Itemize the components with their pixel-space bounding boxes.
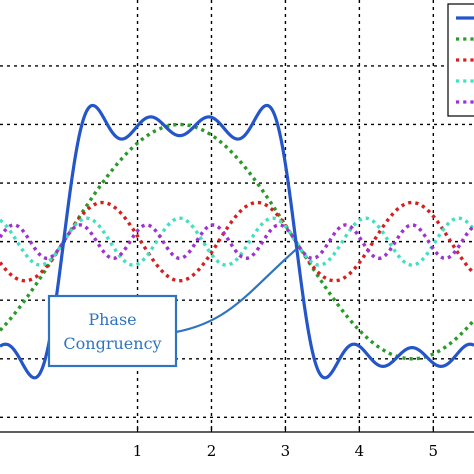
x-tick-label: 4 xyxy=(355,442,365,460)
x-tick-label: 5 xyxy=(429,442,439,460)
legend xyxy=(447,3,474,117)
series-lines xyxy=(0,103,474,380)
axes: 1 2 3 4 5 xyxy=(0,426,474,460)
series-line-3 xyxy=(0,216,474,267)
annotation-text-line: Phase xyxy=(88,310,136,329)
x-tick-label: 2 xyxy=(207,442,217,460)
annotation-box xyxy=(47,294,178,368)
series-line-4 xyxy=(0,223,474,261)
series-line-0 xyxy=(0,103,474,380)
annotation-text-line: Congruency xyxy=(63,334,161,353)
x-tick-label: 1 xyxy=(133,442,143,460)
series-line-2 xyxy=(0,200,474,283)
annotation-leader-line xyxy=(175,248,297,334)
legend-box xyxy=(447,3,474,117)
x-tick-label: 3 xyxy=(281,442,291,460)
annotation: Phase Congruency xyxy=(47,248,297,368)
